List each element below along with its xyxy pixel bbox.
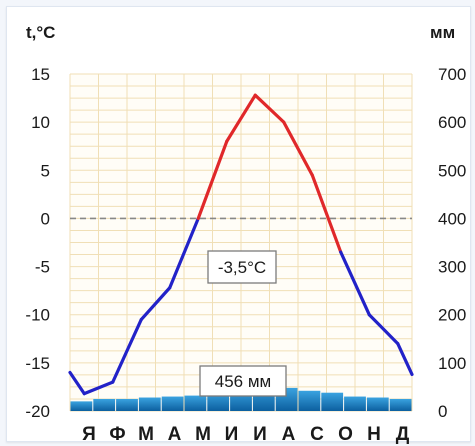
temperature-segment <box>339 250 371 317</box>
month-label: А <box>282 424 296 445</box>
temperature-segment <box>310 173 343 254</box>
precipitation-bar <box>298 390 321 411</box>
temperature-tick: 15 <box>31 65 50 84</box>
temperature-tick: 5 <box>41 161 50 180</box>
temperature-segment <box>396 342 414 377</box>
precipitation-tick: 700 <box>438 65 466 84</box>
precipitation-tick: 200 <box>438 306 466 325</box>
temperature-segment <box>282 120 314 177</box>
temperature-segment <box>168 216 200 290</box>
temperature-tick: 0 <box>41 209 50 228</box>
month-label: Д <box>396 424 410 445</box>
precipitation-bar <box>184 395 207 411</box>
temperature-tick: -10 <box>25 306 50 325</box>
annual-precipitation-label: 456 мм <box>215 372 271 391</box>
temperature-segment <box>139 286 172 322</box>
month-label: Ф <box>109 424 126 445</box>
temperature-segment <box>196 139 229 221</box>
precipitation-tick: 300 <box>438 258 466 277</box>
temperature-tick-labels: 15 10 5 0 -5 -10 -15 -20 <box>25 65 50 421</box>
month-label: И <box>225 424 239 445</box>
precipitation-bar <box>366 397 389 411</box>
month-label: Н <box>367 424 381 445</box>
month-label: М <box>138 424 154 445</box>
annual-precipitation-annotation: 456 мм <box>199 365 287 397</box>
precipitation-tick: 100 <box>438 354 466 373</box>
precipitation-tick: 600 <box>438 113 466 132</box>
temperature-line <box>68 93 414 396</box>
mean-temperature-annotation: -3,5°C <box>207 250 277 284</box>
month-label: О <box>338 424 353 445</box>
temperature-tick: -20 <box>25 402 50 421</box>
precipitation-tick: 500 <box>438 161 466 180</box>
precipitation-tick-labels: 700 600 500 400 300 200 100 0 <box>438 65 466 421</box>
temperature-segment <box>82 380 115 396</box>
left-axis-unit: t,°C <box>26 23 55 42</box>
precipitation-bar <box>389 398 412 411</box>
temperature-segment <box>367 313 400 346</box>
precipitation-tick: 400 <box>438 209 466 228</box>
month-label: И <box>253 424 267 445</box>
precipitation-bar <box>70 401 93 411</box>
precipitation-bar <box>138 397 161 411</box>
temperature-segment <box>68 370 86 396</box>
month-label: С <box>310 424 324 445</box>
right-axis-unit: мм <box>430 23 455 42</box>
month-label: А <box>168 424 182 445</box>
temperature-tick: -5 <box>35 258 50 277</box>
temperature-tick: 10 <box>31 113 50 132</box>
month-label: М <box>195 424 211 445</box>
temperature-segment <box>225 93 257 143</box>
precipitation-tick: 0 <box>438 402 447 421</box>
precipitation-bar <box>161 396 184 411</box>
temperature-segment <box>111 317 143 384</box>
precipitation-bar <box>344 396 366 411</box>
precipitation-bar <box>93 398 116 411</box>
temperature-tick: -15 <box>25 354 50 373</box>
month-label: Я <box>82 424 96 445</box>
precipitation-bar <box>116 398 138 411</box>
mean-temperature-label: -3,5°C <box>218 258 266 277</box>
precipitation-bar <box>321 392 344 411</box>
temperature-segment <box>253 93 286 124</box>
